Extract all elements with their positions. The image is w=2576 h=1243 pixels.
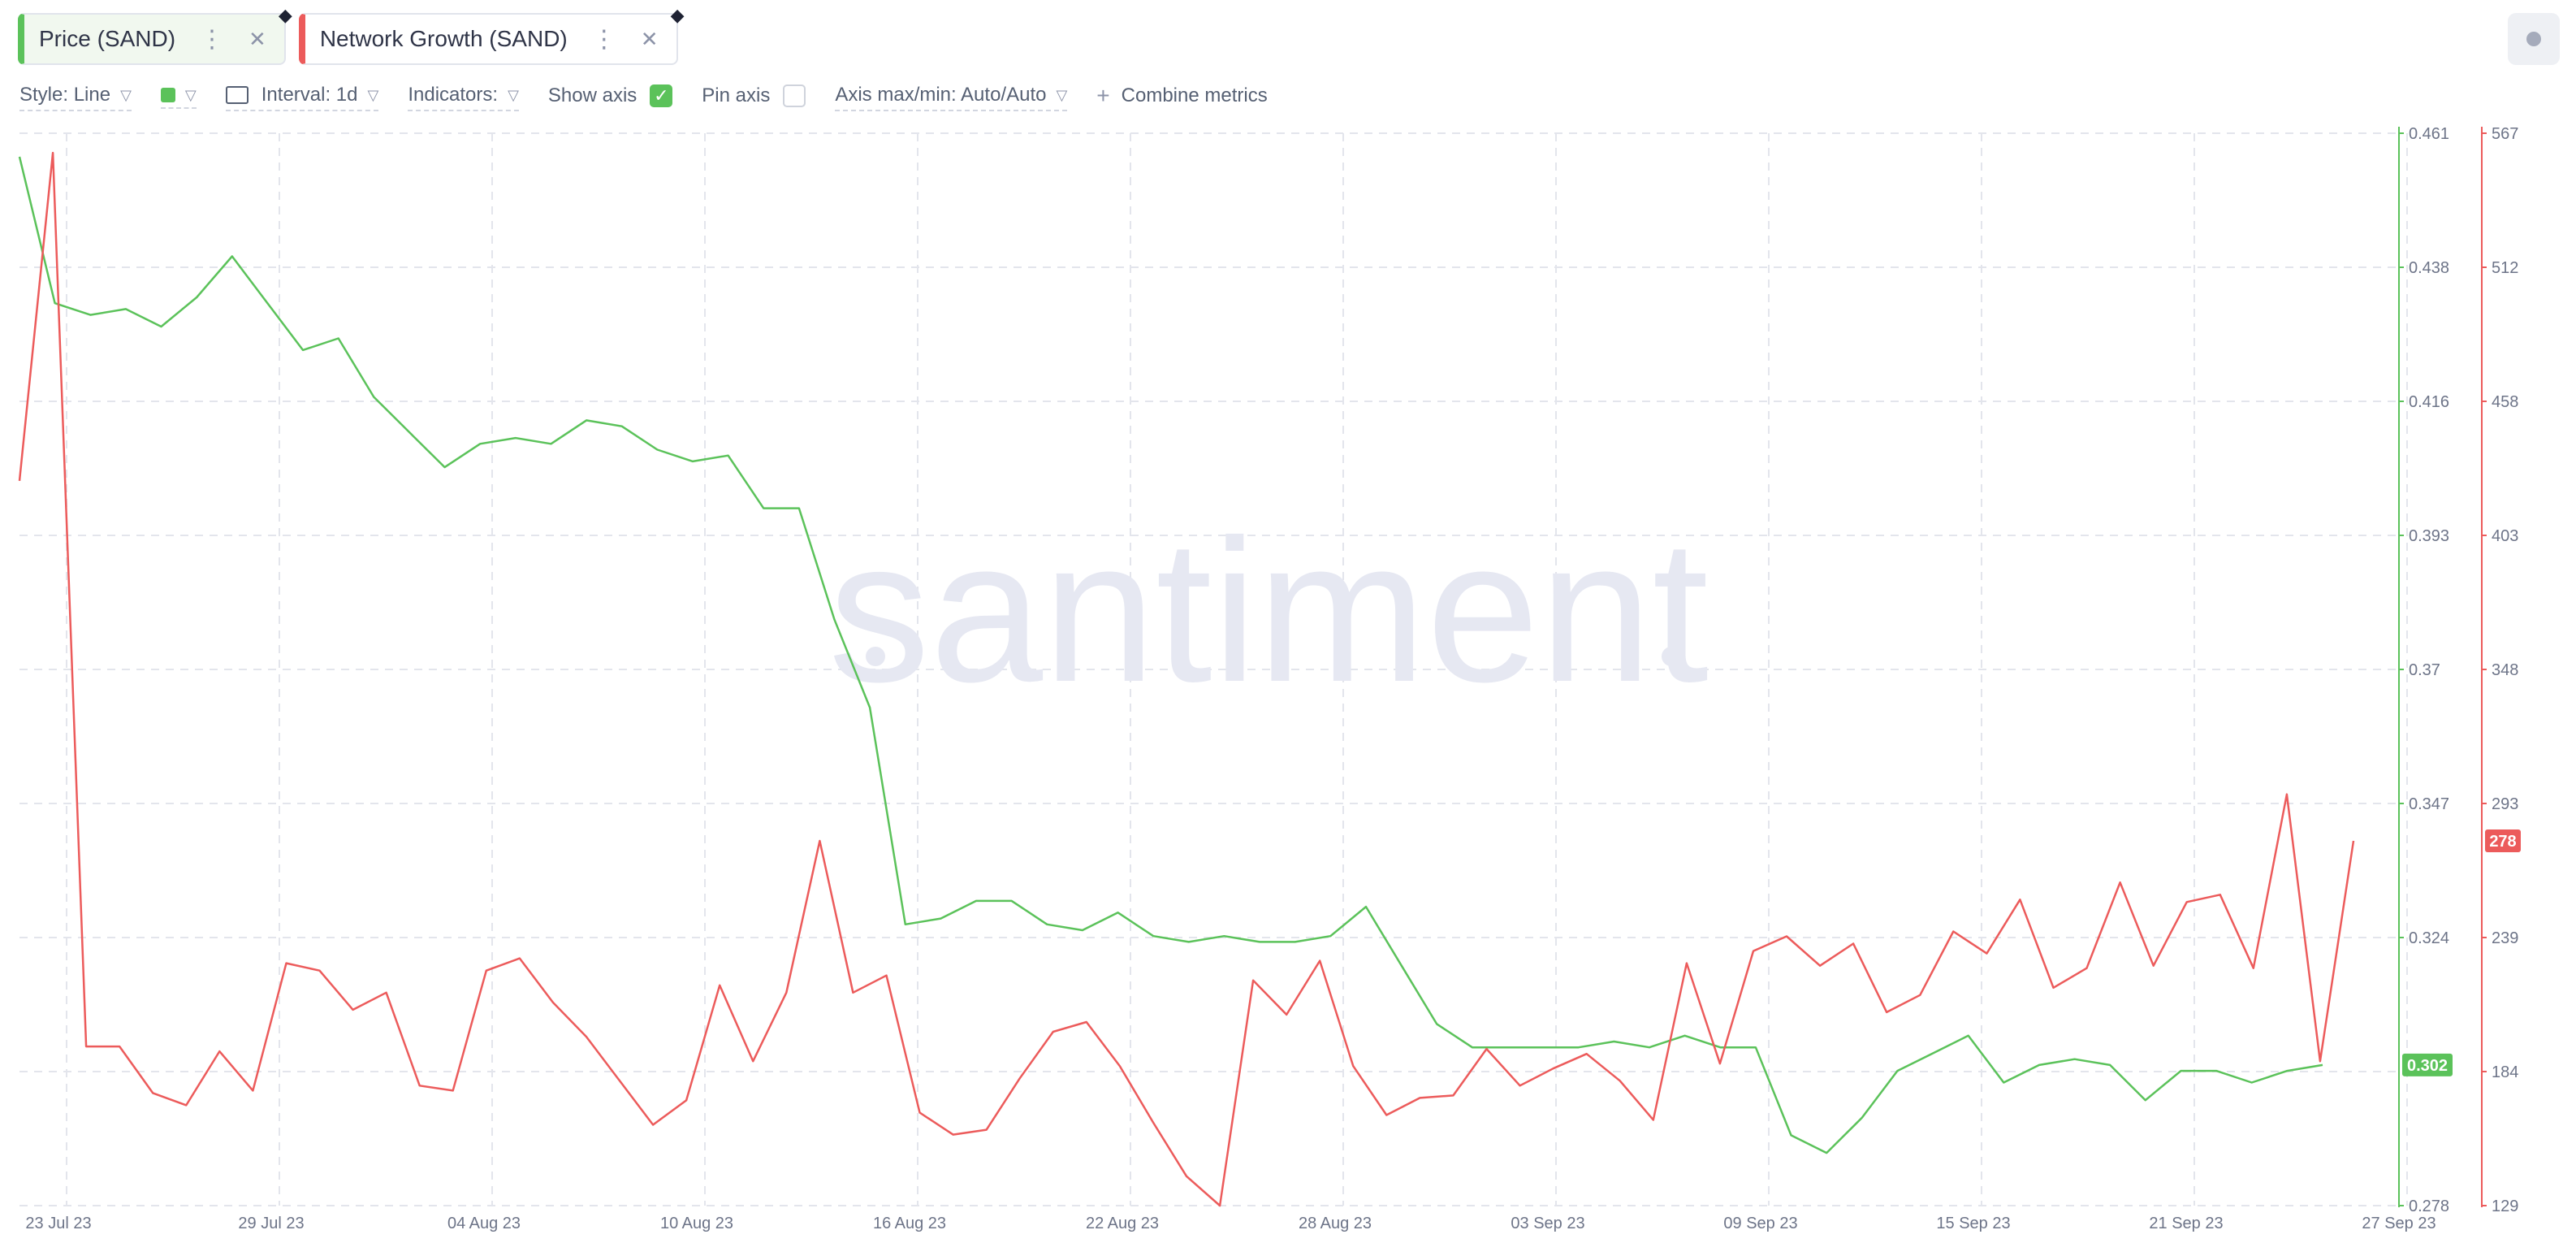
more-options-icon[interactable]: ⋮ [200, 25, 225, 53]
y-tick-label: 458 [2492, 393, 2518, 411]
color-swatch [160, 88, 175, 102]
chevron-down-icon: ▽ [508, 86, 519, 103]
indicators-label: Indicators: [408, 84, 499, 106]
y-tick-label: 348 [2492, 661, 2518, 679]
axis-maxmin-label: Axis max/min: Auto/Auto [835, 84, 1047, 106]
chevron-down-icon: ▽ [367, 86, 379, 103]
x-tick-label: 23 Jul 23 [25, 1215, 91, 1232]
last-value-badge [2402, 1053, 2453, 1076]
axes [2398, 127, 2487, 1207]
axis-maxmin-dropdown[interactable]: Axis max/min: Auto/Auto ▽ [835, 84, 1068, 111]
tab-price-label: Price (SAND) [39, 26, 176, 51]
metric-tabs: Price (SAND) ⋮ ✕ ◆ Network Growth (SAND)… [18, 5, 685, 65]
close-icon[interactable]: ✕ [249, 26, 266, 51]
y-tick-label: 0.416 [2409, 393, 2449, 411]
y-tick-label: 0.324 [2409, 929, 2449, 947]
show-axis-toggle[interactable]: Show axis ✓ [547, 84, 673, 110]
ethereum-icon: ◆ [670, 5, 685, 25]
ruler-icon [225, 86, 249, 104]
x-tick-label: 04 Aug 23 [447, 1215, 521, 1232]
y-tick-label: 0.438 [2409, 259, 2449, 277]
y-tick-label: 239 [2492, 929, 2518, 947]
x-tick-label: 29 Jul 23 [238, 1215, 304, 1232]
chevron-down-icon: ▽ [1056, 86, 1068, 103]
more-options-icon[interactable]: ⋮ [591, 25, 616, 53]
x-tick-label: 27 Sep 23 [2362, 1215, 2436, 1232]
y-tick-label: 184 [2492, 1063, 2518, 1081]
x-tick-label: 09 Sep 23 [1723, 1215, 1797, 1232]
axis-labels: 23 Jul 23 29 Jul 23 04 Aug 23 10 Aug 23 16 A… [25, 125, 2521, 1232]
x-tick-label: 22 Aug 23 [1086, 1215, 1159, 1232]
x-tick-label: 21 Sep 23 [2149, 1215, 2223, 1232]
y-tick-label: 0.461 [2409, 125, 2449, 143]
pin-axis-toggle[interactable]: Pin axis [702, 84, 806, 110]
ethereum-icon: ◆ [278, 5, 292, 25]
y-tick-label: 0.37 [2409, 661, 2440, 679]
last-value-badge [2485, 829, 2521, 852]
y-tick-label: 403 [2492, 527, 2518, 545]
interval-label: Interval: 1d [261, 84, 358, 106]
y-tick-label: 0.278 [2409, 1198, 2449, 1215]
pin-axis-label: Pin axis [702, 84, 771, 106]
chart-toolbar: Style: Line ▽ ▽ Interval: 1d ▽ Indicator… [19, 81, 1297, 114]
last-value-label: 278 [2489, 833, 2516, 851]
y-tick-label: 512 [2492, 259, 2518, 277]
close-icon[interactable]: ✕ [640, 26, 659, 51]
y-tick-label: 0.393 [2409, 527, 2449, 545]
pin-axis-checkbox[interactable] [783, 84, 806, 107]
watermark: santiment [828, 497, 1709, 724]
chevron-down-icon: ▽ [120, 86, 132, 103]
price-series-line [18, 156, 2323, 1154]
x-tick-label: 03 Sep 23 [1511, 1215, 1584, 1232]
tab-price-sand[interactable]: Price (SAND) ⋮ ✕ ◆ [18, 5, 292, 65]
show-axis-label: Show axis [547, 84, 638, 106]
tab-network-growth-sand[interactable]: Network Growth (SAND) ⋮ ✕ ◆ [298, 5, 685, 65]
series-lines [18, 151, 2355, 1207]
dot-icon [2526, 32, 2541, 46]
watermark-dot [1662, 647, 1681, 666]
network-growth-series-line [18, 151, 2355, 1207]
combine-metrics-button[interactable]: + Combine metrics [1096, 83, 1267, 112]
style-dropdown[interactable]: Style: Line ▽ [19, 84, 132, 111]
color-dropdown[interactable]: ▽ [160, 86, 197, 109]
y-tick-label: 293 [2492, 795, 2518, 813]
x-tick-label: 28 Aug 23 [1299, 1215, 1372, 1232]
indicators-dropdown[interactable]: Indicators: ▽ [408, 84, 519, 111]
tab-network-growth-label: Network Growth (SAND) [319, 26, 568, 51]
y-tick-label: 129 [2492, 1198, 2518, 1215]
plus-icon: + [1096, 83, 1110, 108]
settings-toggle-button[interactable] [2508, 13, 2560, 65]
show-axis-checkbox[interactable]: ✓ [650, 84, 673, 107]
chevron-down-icon: ▽ [184, 86, 197, 103]
combine-metrics-label: Combine metrics [1121, 84, 1268, 106]
x-tick-label: 15 Sep 23 [1936, 1215, 2010, 1232]
x-tick-label: 16 Aug 23 [873, 1215, 946, 1232]
last-value-label: 0.302 [2407, 1057, 2448, 1075]
style-label: Style: Line [19, 84, 111, 106]
interval-dropdown[interactable]: Interval: 1d ▽ [225, 84, 379, 111]
watermark-dot [866, 647, 885, 666]
x-tick-label: 10 Aug 23 [660, 1215, 733, 1232]
grid-lines [19, 132, 2408, 1206]
y-tick-label: 567 [2492, 125, 2518, 143]
y-tick-label: 0.347 [2409, 795, 2449, 813]
